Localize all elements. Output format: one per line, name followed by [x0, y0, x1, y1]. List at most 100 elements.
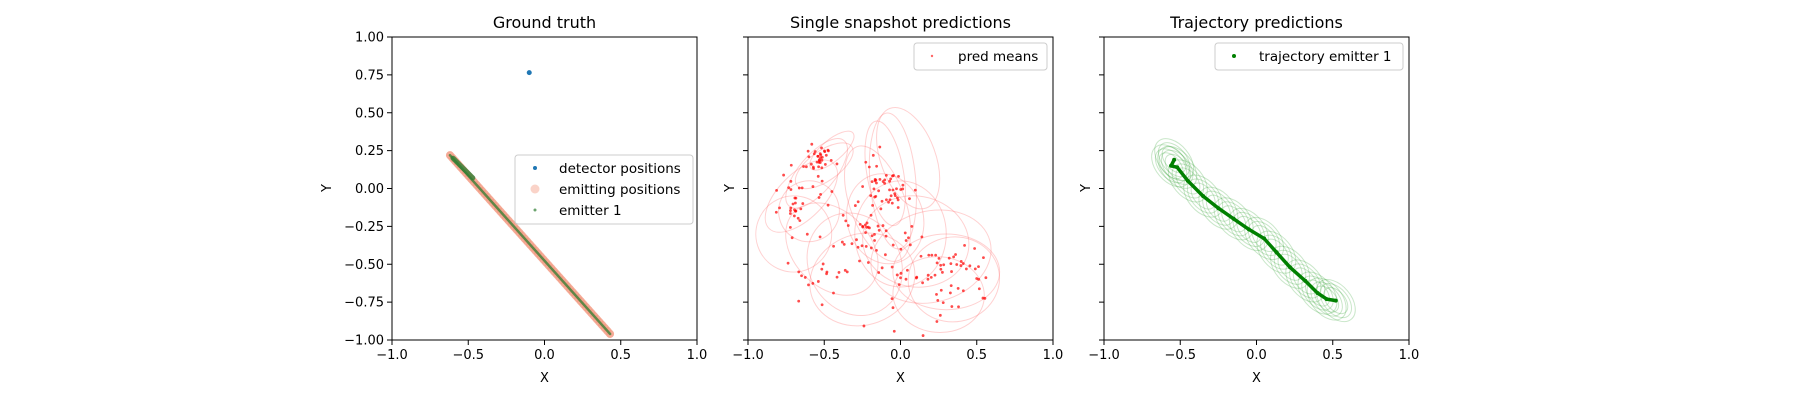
pred-mean-point	[823, 150, 827, 153]
pred-mean-point	[800, 274, 803, 278]
legend-label-detector-positions: detector positions	[559, 161, 681, 177]
pred-mean-point	[871, 203, 874, 207]
pred-mean-point	[782, 173, 786, 177]
pred-mean-point	[875, 164, 879, 168]
pred-mean-point	[832, 291, 835, 295]
trajectory-uncertainty-ellipse	[1323, 287, 1349, 315]
pred-mean-point	[804, 165, 808, 169]
trajectory-point	[1169, 163, 1174, 168]
pred-mean-point	[826, 203, 830, 207]
pred-mean-point	[881, 180, 885, 183]
pred-mean-point	[802, 165, 805, 168]
pred-mean-point	[949, 284, 953, 288]
pred-mean-point	[884, 229, 888, 233]
pred-mean-point	[811, 282, 815, 285]
x-tick-label: −0.5	[808, 348, 840, 363]
panel-ground-truth: Ground truth −1.0 −0.5 0.0 0.5 1.0 1.00 0.75 0…	[320, 13, 707, 386]
pred-mean-point	[897, 283, 901, 287]
y-tick-label: −1.00	[344, 334, 384, 349]
trajectory-uncertainty-ellipse	[1213, 197, 1254, 241]
trajectory-uncertainty-ellipse	[1319, 283, 1353, 319]
pred-mean-point	[977, 265, 980, 268]
pred-mean-point	[919, 254, 923, 258]
trajectory-uncertainty-ellipse	[1301, 275, 1334, 311]
pred-mean-point	[904, 239, 908, 242]
pred-mean-point	[899, 247, 903, 251]
y-tick-label: 0.25	[355, 144, 384, 159]
pred-mean-point	[926, 277, 930, 281]
ellipse-layer	[755, 106, 1001, 333]
pred-mean-point	[799, 207, 803, 211]
trajectory-uncertainty-ellipse	[1228, 207, 1269, 251]
pred-mean-point	[942, 263, 946, 267]
pred-mean-point	[973, 267, 977, 271]
trajectory-uncertainty-ellipse	[1186, 178, 1220, 214]
pred-mean-point	[837, 271, 841, 274]
panel-title: Trajectory predictions	[1169, 13, 1343, 32]
detector-position-point	[526, 70, 532, 76]
legend-label-emitting-positions: emitting positions	[559, 182, 680, 198]
pred-mean-point	[938, 313, 942, 317]
pred-mean-point	[941, 270, 944, 274]
trajectory-point	[1262, 236, 1267, 241]
x-axis-label: X	[896, 371, 905, 386]
pred-mean-point	[888, 179, 892, 183]
pred-mean-point	[801, 202, 805, 205]
pred-mean-point	[830, 190, 834, 193]
legend-box	[1214, 42, 1404, 71]
pred-mean-point	[984, 276, 988, 280]
trajectory-point	[1246, 227, 1251, 232]
pred-mean-point	[812, 152, 816, 156]
pred-mean-point	[845, 270, 849, 274]
pred-mean-point	[941, 301, 945, 305]
legend-label-trajectory-emitter-1: trajectory emitter 1	[1259, 49, 1392, 65]
pred-mean-point	[891, 188, 895, 192]
pred-mean-point	[891, 306, 895, 310]
pred-mean-point	[877, 189, 881, 193]
legend-marker-trajectory-emitter-1	[1232, 54, 1236, 58]
pred-mean-point	[890, 265, 894, 269]
pred-mean-point	[798, 219, 802, 223]
pred-mean-point	[891, 243, 895, 247]
pred-mean-point	[786, 261, 790, 265]
pred-mean-point	[950, 270, 953, 273]
uncertainty-ellipse	[755, 195, 833, 273]
pred-mean-point	[819, 192, 822, 196]
pred-mean-point	[939, 263, 943, 267]
pred-mean-point	[874, 194, 878, 198]
pred-mean-point	[903, 231, 907, 235]
trajectory-uncertainty-ellipse	[1310, 281, 1343, 317]
legend-marker-emitter-1	[533, 208, 537, 212]
pred-mean-point	[949, 262, 953, 266]
trajectory-uncertainty-ellipse	[1154, 148, 1188, 184]
pred-mean-point	[817, 158, 821, 162]
pred-mean-point	[892, 329, 896, 333]
pred-mean-point	[793, 201, 797, 205]
pred-mean-point	[901, 183, 905, 187]
pred-mean-point	[896, 206, 900, 209]
pred-mean-point	[818, 161, 822, 165]
pred-mean-point	[890, 201, 894, 205]
pred-mean-point	[813, 150, 817, 153]
pred-mean-point	[948, 291, 952, 295]
pred-mean-point	[952, 255, 956, 259]
pred-mean-point	[983, 296, 987, 300]
panel-trajectory: Trajectory predictions −1.0 −0.5 0.0 0.5 1.0…	[1079, 13, 1419, 386]
trajectory-uncertainty-ellipse	[1289, 263, 1322, 299]
trajectory-uncertainty-ellipse	[1315, 279, 1356, 323]
legend-box	[514, 154, 694, 225]
pred-mean-point	[794, 209, 798, 213]
pred-mean-point	[920, 235, 924, 239]
pred-mean-point	[835, 275, 839, 279]
pred-mean-point	[973, 247, 977, 250]
x-axis-label: X	[540, 371, 549, 386]
x-tick-label: 0.5	[610, 348, 631, 363]
x-tick-label: −1.0	[1088, 348, 1120, 363]
pred-mean-point	[867, 165, 871, 169]
pred-mean-point	[954, 253, 957, 256]
pred-mean-point	[844, 219, 848, 223]
y-tick-label: −0.75	[344, 296, 384, 311]
pred-mean-point	[921, 281, 924, 285]
pred-mean-point	[856, 245, 860, 249]
